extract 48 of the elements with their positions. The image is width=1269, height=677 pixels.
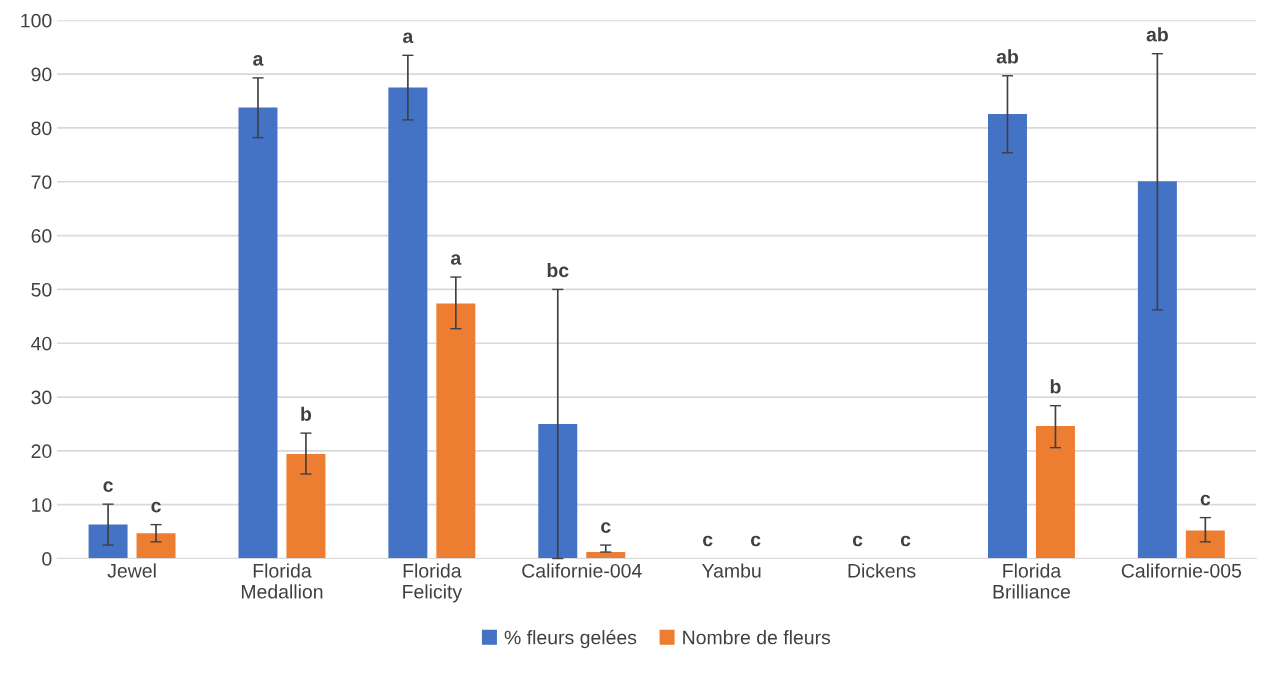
annotation: bc	[547, 262, 569, 278]
x-tick-label: Jewel	[107, 563, 156, 578]
annotation: c	[103, 481, 113, 492]
y-tick-label: 40	[31, 336, 52, 351]
annotation: c	[852, 535, 863, 547]
bar	[1137, 181, 1177, 559]
annotation: b	[301, 406, 312, 421]
x-tick-label: Florida Medallion	[241, 563, 323, 599]
y-tick-label: 80	[31, 121, 52, 136]
y-tick-label: 70	[31, 175, 52, 190]
y-tick-label: 90	[31, 67, 52, 82]
annotation: a	[253, 55, 264, 66]
x-tick-label: Californie-005	[1121, 563, 1242, 578]
annotation: c	[601, 522, 611, 533]
bar	[1035, 426, 1075, 559]
bar	[388, 87, 428, 559]
bar	[286, 454, 326, 559]
x-tick-label: Florida Felicity	[403, 563, 463, 603]
y-tick-label: 100	[21, 13, 52, 28]
legend-label: Nombre de fleurs	[683, 630, 831, 645]
annotation: c	[750, 535, 761, 547]
legend-label: % fleurs gelées	[504, 629, 637, 649]
bar	[987, 113, 1027, 559]
y-tick-label: 30	[31, 390, 52, 405]
annotation: a	[451, 254, 462, 265]
bar	[136, 533, 176, 559]
annotation: c	[703, 535, 713, 547]
annotation: b	[1050, 379, 1061, 394]
bar	[538, 423, 578, 559]
y-tick-label: 60	[31, 229, 52, 243]
bar	[436, 303, 476, 559]
x-tick-label: Florida Brilliance	[993, 563, 1071, 599]
x-tick-label: Californie-004	[522, 563, 642, 578]
bar	[238, 107, 278, 559]
annotation: c	[151, 501, 161, 513]
y-tick-label: 0	[42, 551, 52, 566]
x-tick-label: Yambu	[702, 563, 761, 578]
x-tick-label: Dickens	[848, 563, 916, 578]
bar	[88, 524, 128, 559]
y-tick-label: 20	[31, 444, 52, 459]
y-tick-label: 50	[31, 282, 52, 297]
annotation: ab	[1146, 27, 1168, 42]
annotation: a	[403, 32, 414, 44]
annotation: c	[900, 535, 911, 547]
annotation: ab	[996, 49, 1019, 64]
bar	[1185, 530, 1225, 559]
annotation: c	[1200, 494, 1211, 506]
y-tick-label: 10	[32, 498, 52, 512]
